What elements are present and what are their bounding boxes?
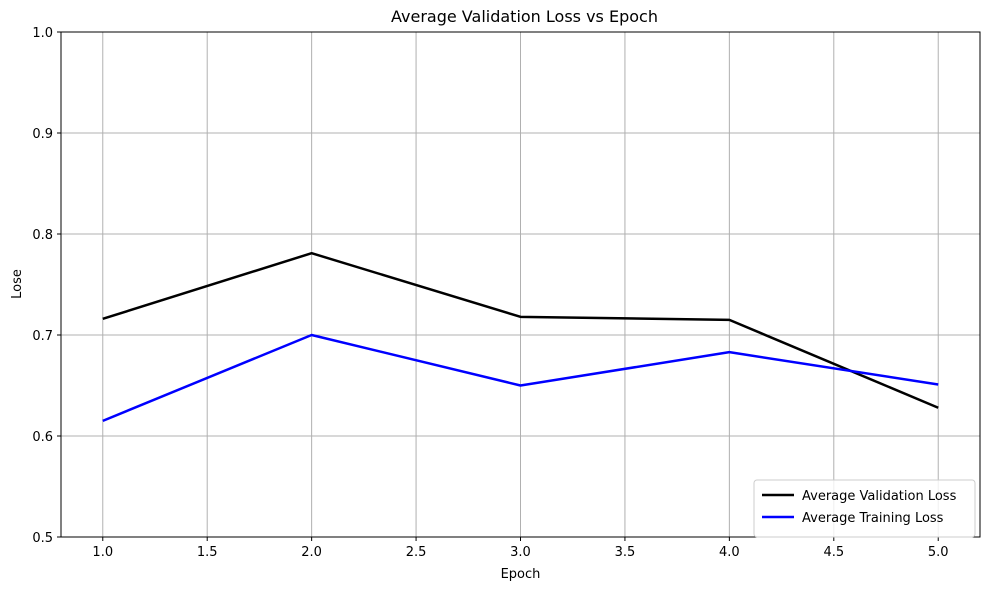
x-tick-label: 3.0	[510, 545, 531, 560]
x-tick-label: 2.5	[406, 545, 427, 560]
x-tick-label: 5.0	[928, 545, 949, 560]
x-tick-label: 4.5	[823, 545, 844, 560]
y-tick-label: 0.6	[32, 430, 53, 445]
x-axis-label: Epoch	[501, 567, 541, 582]
y-axis-ticks: 0.5 0.6 0.7 0.8 0.9 1.0	[32, 26, 61, 546]
y-tick-label: 1.0	[32, 26, 53, 41]
y-axis-label: Lose	[10, 269, 25, 299]
legend-label-validation: Average Validation Loss	[802, 489, 957, 504]
legend-label-training: Average Training Loss	[802, 511, 944, 526]
y-tick-label: 0.5	[32, 531, 53, 546]
legend-box	[753, 479, 976, 538]
legend: Average Validation Loss Average Training…	[753, 479, 976, 538]
x-tick-label: 1.5	[197, 545, 218, 560]
series-line-validation-loss	[102, 251, 939, 409]
series-lines	[102, 251, 939, 423]
x-axis-ticks: 1.0 1.5 2.0 2.5 3.0 3.5 4.0 4.5 5.0	[92, 537, 949, 560]
chart-title: Average Validation Loss vs Epoch	[391, 7, 658, 26]
x-tick-label: 3.5	[615, 545, 636, 560]
y-tick-label: 0.7	[32, 329, 53, 344]
y-tick-label: 0.9	[32, 127, 53, 142]
x-tick-label: 2.0	[301, 545, 322, 560]
series-line-training-loss	[102, 333, 939, 423]
y-tick-label: 0.8	[32, 228, 53, 243]
x-tick-label: 4.0	[719, 545, 740, 560]
x-tick-label: 1.0	[92, 545, 113, 560]
